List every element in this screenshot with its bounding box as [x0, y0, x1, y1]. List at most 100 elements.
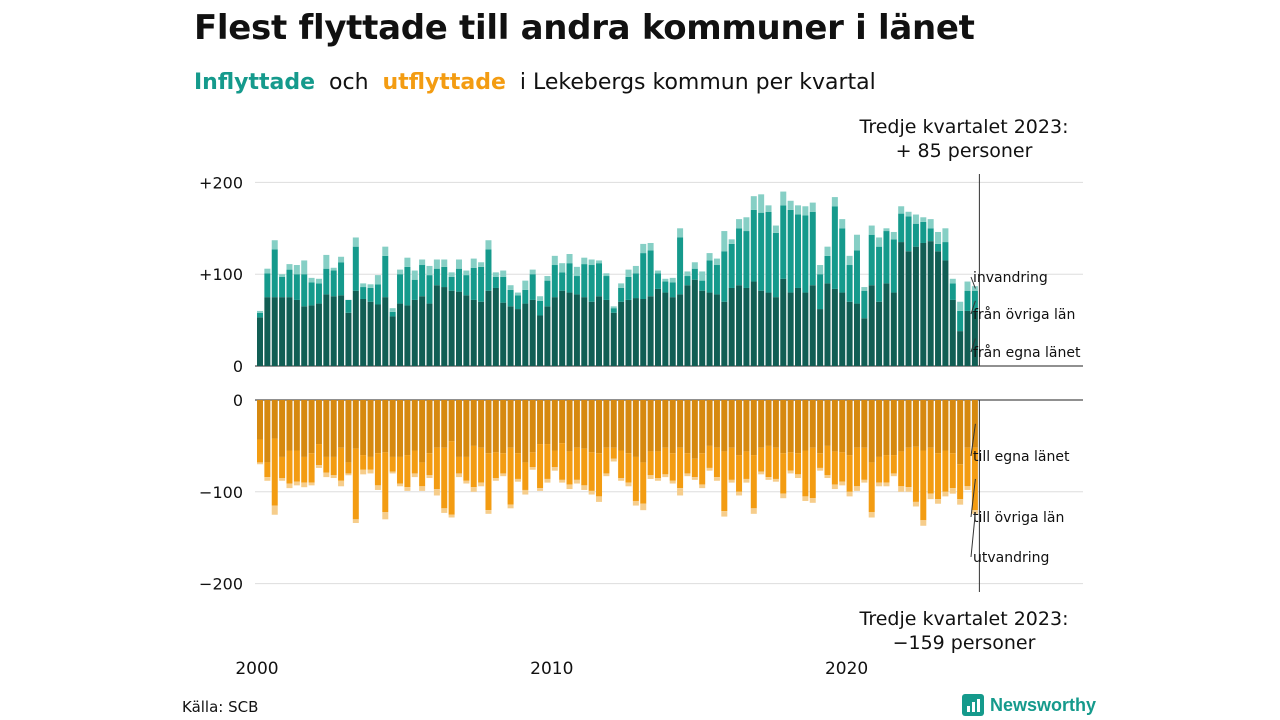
bar-in-other [279, 276, 286, 298]
bar-in-intl [964, 281, 971, 291]
bar-in-other [654, 273, 661, 289]
bar-out-other [861, 447, 868, 480]
bar-in-other [271, 249, 278, 298]
annotation-bottom-line2: −159 personer [893, 632, 1036, 654]
bar-in-own [935, 251, 942, 366]
bar-in-other [632, 273, 639, 299]
bar-in-own [920, 242, 927, 366]
bar-out-own [618, 400, 625, 451]
bar-in-own [330, 296, 337, 366]
bar-out-other [271, 438, 278, 506]
bar-out-other [352, 448, 359, 520]
bar-out-intl [618, 478, 625, 481]
bar-in-intl [522, 280, 529, 290]
bar-in-own [478, 301, 485, 366]
bar-in-other [677, 237, 684, 295]
bar-in-own [279, 297, 286, 366]
bar-out-own [654, 400, 661, 452]
bar-out-other [345, 462, 352, 474]
stack-label-in: från egna länet [973, 344, 1081, 361]
bar-in-own [706, 292, 713, 366]
bar-out-own [905, 400, 912, 448]
bar-out-intl [323, 472, 330, 478]
bar-out-intl [935, 499, 942, 504]
bar-in-other [964, 290, 971, 311]
bar-out-intl [758, 471, 765, 475]
bar-in-intl [795, 205, 802, 215]
bar-out-own [964, 400, 971, 448]
bar-in-intl [935, 231, 942, 244]
bar-out-own [898, 400, 905, 452]
bar-out-intl [920, 520, 927, 526]
bar-in-other [787, 209, 794, 293]
bar-out-other [736, 455, 743, 492]
bar-in-other [809, 211, 816, 286]
bar-in-other [581, 264, 588, 298]
bar-in-intl [647, 242, 654, 251]
bar-out-own [441, 400, 448, 448]
bar-in-intl [736, 219, 743, 229]
bar-out-own [876, 400, 883, 457]
bar-out-intl [279, 478, 286, 481]
bar-out-intl [625, 482, 632, 487]
bar-in-other [411, 279, 418, 300]
bar-in-own [470, 299, 477, 366]
bar-in-own [360, 298, 367, 366]
bar-in-other [772, 232, 779, 298]
bar-out-intl [566, 484, 573, 490]
bar-out-own [286, 400, 293, 451]
bar-out-intl [964, 486, 971, 490]
subtitle-out-word: utflyttade [382, 70, 506, 95]
bar-in-other [426, 275, 433, 304]
bar-in-intl [559, 263, 566, 273]
bar-in-intl [957, 301, 964, 311]
bar-out-own [522, 400, 529, 463]
bar-out-own [765, 400, 772, 446]
bar-out-other [905, 447, 912, 488]
bar-out-intl [610, 458, 617, 462]
bar-in-intl [831, 197, 838, 207]
bar-out-intl [861, 479, 868, 483]
bar-out-intl [596, 496, 603, 502]
bar-in-other [367, 287, 374, 302]
bar-out-other [411, 450, 418, 474]
bar-in-intl [257, 310, 263, 313]
bar-in-own [713, 294, 720, 366]
bar-out-intl [500, 473, 507, 477]
bar-out-other [625, 453, 632, 483]
bar-out-own [743, 400, 750, 452]
bar-in-own [824, 283, 831, 366]
bar-in-other [721, 251, 728, 302]
bar-in-intl [691, 262, 698, 269]
bar-in-own [485, 290, 492, 366]
bar-in-other [566, 263, 573, 293]
bar-in-other [662, 281, 669, 293]
bar-in-own [802, 292, 809, 366]
bar-in-own [257, 317, 263, 366]
bar-in-own [949, 299, 956, 366]
bar-in-own [853, 303, 860, 366]
bar-out-intl [654, 478, 661, 481]
bar-out-other [824, 445, 831, 476]
newsworthy-logo-icon [962, 694, 984, 716]
bar-in-own [581, 297, 588, 366]
bar-in-other [795, 214, 802, 288]
bar-out-other [566, 451, 573, 485]
bar-in-own [721, 301, 728, 366]
bar-in-other [308, 282, 315, 306]
bar-out-own [647, 400, 654, 452]
bar-out-intl [957, 499, 964, 505]
bar-out-own [301, 400, 308, 457]
bar-in-intl [382, 246, 389, 256]
bar-out-other [912, 446, 919, 502]
bar-out-intl [581, 485, 588, 490]
stack-label-in: från övriga län [973, 306, 1075, 323]
bar-out-intl [743, 478, 750, 483]
bar-out-other [795, 453, 802, 475]
bar-out-intl [677, 488, 684, 496]
bar-out-own [750, 400, 757, 456]
bar-out-own [271, 400, 278, 439]
bar-out-intl [691, 477, 698, 480]
bar-out-other [426, 453, 433, 476]
